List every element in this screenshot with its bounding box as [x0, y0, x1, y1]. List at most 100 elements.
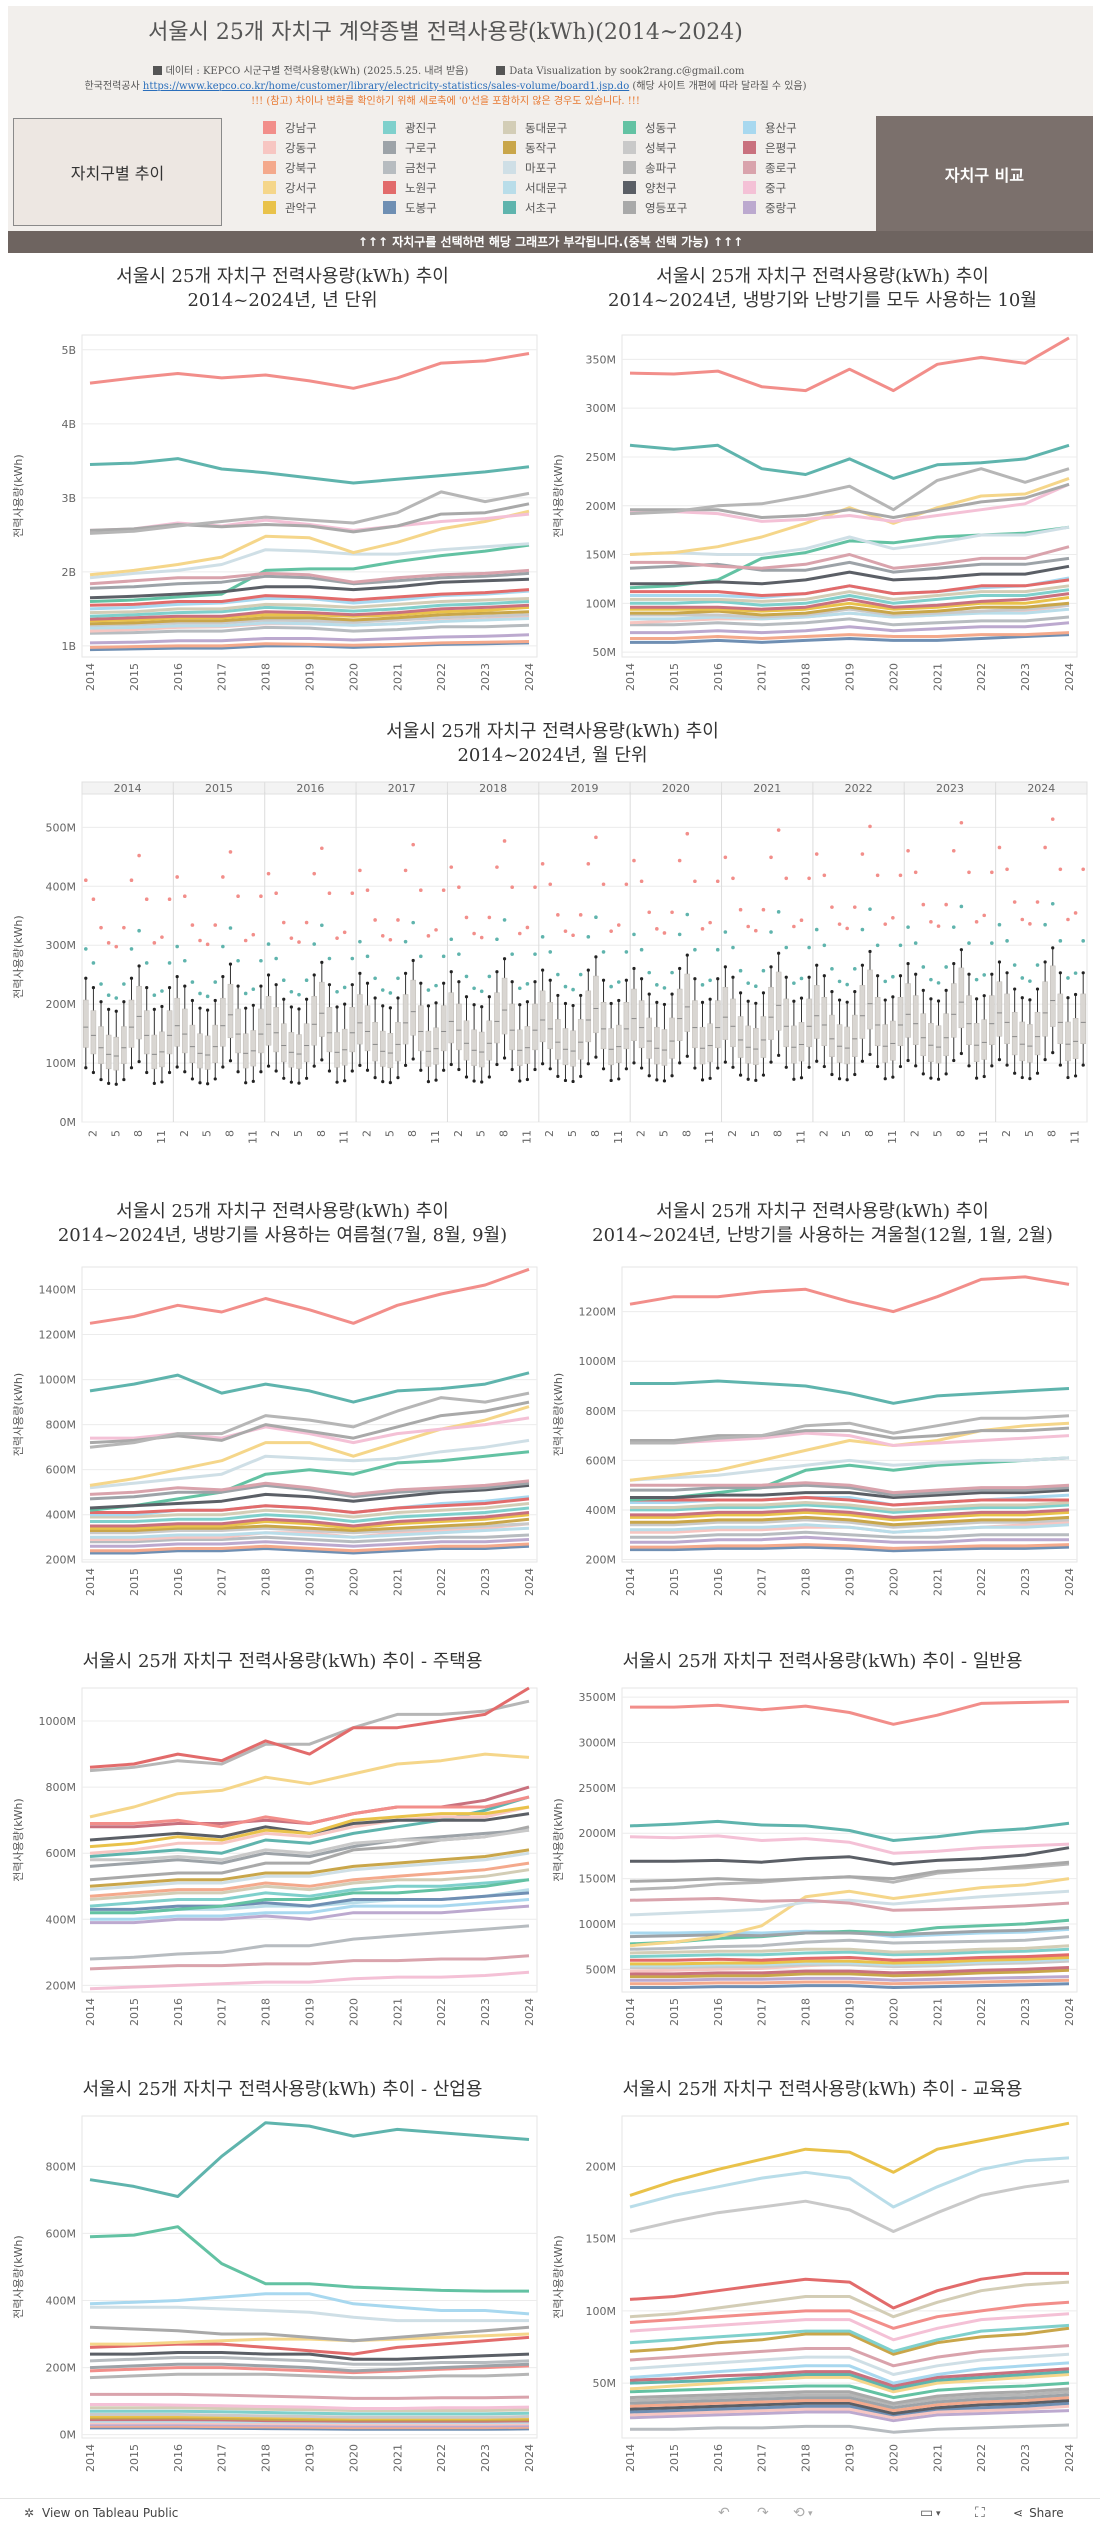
legend-item[interactable]: 노원구	[383, 180, 437, 196]
min-point[interactable]	[312, 1064, 316, 1068]
max-point[interactable]	[640, 977, 644, 981]
min-point[interactable]	[84, 1066, 88, 1070]
series-line[interactable]	[89, 1481, 530, 1501]
min-point[interactable]	[183, 1070, 187, 1074]
outlier-point[interactable]	[434, 983, 438, 988]
outlier-point[interactable]	[586, 862, 591, 866]
max-point[interactable]	[213, 998, 217, 1003]
series-line[interactable]	[630, 482, 1070, 523]
series-line[interactable]	[89, 2335, 530, 2356]
outlier-point[interactable]	[320, 923, 324, 928]
min-point[interactable]	[190, 1077, 194, 1081]
max-point[interactable]	[289, 1005, 293, 1009]
outlier-point[interactable]	[160, 935, 164, 939]
max-point[interactable]	[579, 993, 583, 998]
outlier-point[interactable]	[807, 945, 811, 950]
min-point[interactable]	[198, 1081, 202, 1085]
series-line[interactable]	[89, 613, 530, 627]
max-point[interactable]	[647, 992, 651, 996]
min-point[interactable]	[815, 1059, 819, 1063]
outlier-point[interactable]	[281, 978, 286, 983]
min-point[interactable]	[403, 1063, 408, 1067]
series-line[interactable]	[630, 1966, 1070, 1976]
outlier-point[interactable]	[289, 989, 294, 994]
series-line[interactable]	[629, 2390, 1070, 2407]
outlier-point[interactable]	[624, 882, 629, 887]
outlier-point[interactable]	[1012, 900, 1017, 904]
max-point[interactable]	[373, 996, 377, 1000]
series-line[interactable]	[90, 1511, 530, 1528]
max-point[interactable]	[1013, 987, 1017, 991]
min-point[interactable]	[1035, 1071, 1040, 1075]
max-point[interactable]	[975, 997, 979, 1001]
max-point[interactable]	[266, 973, 271, 977]
series-line[interactable]	[630, 1968, 1070, 1979]
outlier-point[interactable]	[814, 852, 819, 856]
outlier-point[interactable]	[556, 972, 560, 977]
box[interactable]	[197, 1033, 203, 1069]
outlier-point[interactable]	[350, 956, 355, 961]
max-point[interactable]	[685, 953, 689, 957]
outlier-point[interactable]	[982, 973, 987, 977]
outlier-point[interactable]	[852, 905, 857, 909]
min-point[interactable]	[137, 1060, 141, 1064]
series-line[interactable]	[630, 1959, 1070, 1969]
series-line[interactable]	[629, 1877, 1070, 1948]
series-line[interactable]	[90, 1522, 530, 1535]
legend-item[interactable]: 성북구	[623, 140, 677, 156]
outlier-point[interactable]	[822, 873, 827, 878]
max-point[interactable]	[228, 962, 233, 966]
series-line[interactable]	[629, 1819, 1070, 1842]
box[interactable]	[98, 1026, 104, 1064]
outlier-point[interactable]	[990, 941, 994, 945]
outlier-point[interactable]	[670, 910, 674, 915]
outlier-point[interactable]	[883, 979, 888, 984]
series-line[interactable]	[630, 1508, 1070, 1519]
box[interactable]	[1057, 993, 1064, 1044]
box[interactable]	[684, 973, 691, 1032]
outlier-point[interactable]	[510, 952, 514, 956]
max-point[interactable]	[967, 972, 971, 976]
max-point[interactable]	[1081, 971, 1085, 975]
box[interactable]	[1065, 1021, 1071, 1062]
series-line[interactable]	[90, 1828, 530, 1862]
max-point[interactable]	[175, 974, 179, 979]
series-line[interactable]	[629, 1275, 1070, 1314]
series-line[interactable]	[629, 2280, 1070, 2319]
min-point[interactable]	[807, 1065, 811, 1069]
min-point[interactable]	[107, 1081, 111, 1085]
outlier-point[interactable]	[122, 925, 126, 930]
outlier-point[interactable]	[670, 970, 674, 975]
outlier-point[interactable]	[655, 983, 659, 987]
max-point[interactable]	[518, 1003, 522, 1007]
max-point[interactable]	[563, 1001, 568, 1006]
min-point[interactable]	[837, 1077, 842, 1081]
max-point[interactable]	[480, 1005, 484, 1009]
box[interactable]	[288, 1032, 295, 1068]
series-line[interactable]	[630, 1953, 1070, 1962]
max-point[interactable]	[137, 964, 141, 968]
max-point[interactable]	[510, 980, 514, 984]
max-point[interactable]	[160, 1004, 164, 1009]
series-line[interactable]	[629, 1889, 1070, 1917]
outlier-point[interactable]	[274, 891, 278, 896]
series-line[interactable]	[89, 1391, 530, 1449]
series-line[interactable]	[630, 633, 1070, 644]
legend-item[interactable]: 구로구	[383, 140, 437, 156]
box[interactable]	[273, 1007, 279, 1053]
max-point[interactable]	[442, 981, 446, 985]
max-point[interactable]	[837, 998, 842, 1002]
outlier-point[interactable]	[457, 952, 461, 956]
outlier-point[interactable]	[1035, 900, 1040, 904]
box[interactable]	[730, 998, 736, 1048]
box[interactable]	[654, 1026, 660, 1065]
outlier-point[interactable]	[396, 918, 400, 922]
min-point[interactable]	[967, 1064, 971, 1068]
outlier-point[interactable]	[449, 865, 454, 869]
max-point[interactable]	[799, 996, 804, 1000]
series-line[interactable]	[629, 1897, 1070, 1912]
max-point[interactable]	[754, 1001, 758, 1005]
outlier-point[interactable]	[1043, 922, 1047, 927]
outlier-point[interactable]	[1020, 976, 1025, 980]
min-point[interactable]	[289, 1080, 293, 1084]
